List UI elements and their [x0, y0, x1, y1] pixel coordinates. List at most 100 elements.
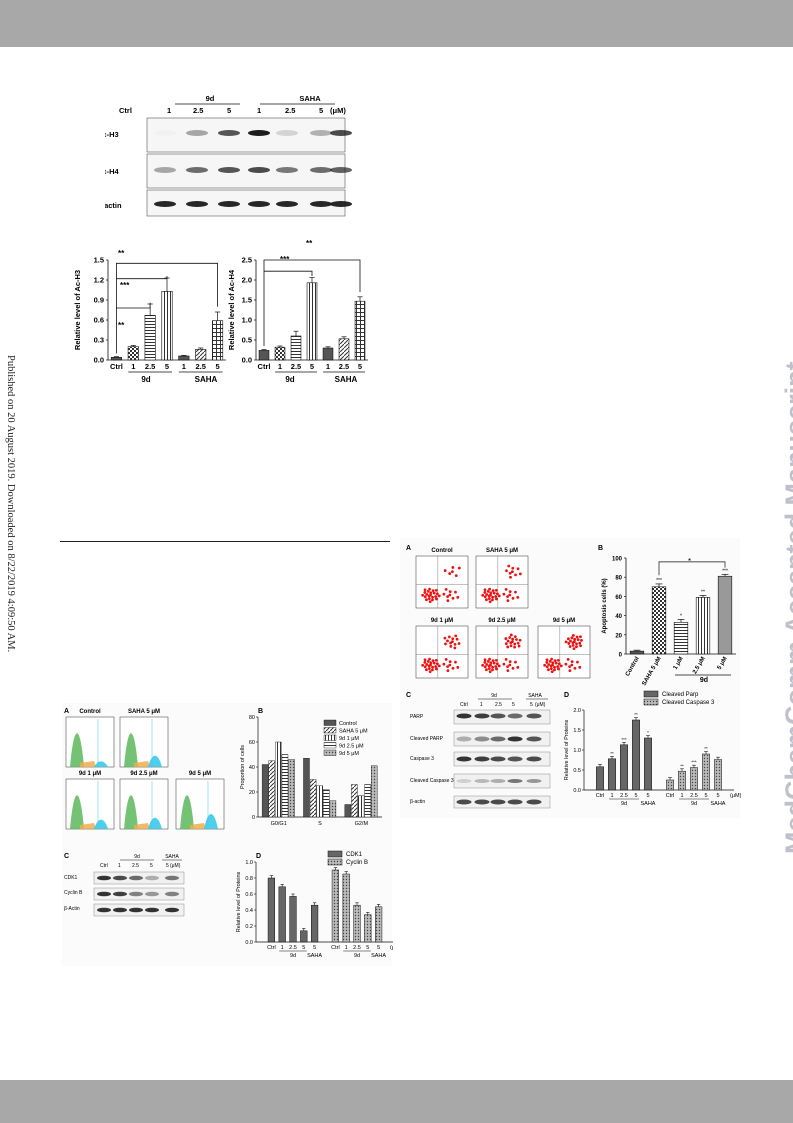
y-tick-label: 2.5	[242, 256, 252, 265]
blot-row-label: Cleaved Caspase 3	[410, 778, 454, 784]
blot-band	[474, 779, 490, 783]
s-phase	[80, 761, 96, 767]
y-tick-label: 40	[249, 765, 255, 771]
event-dot	[431, 668, 434, 672]
event-dot	[437, 594, 441, 598]
event-dot	[506, 639, 510, 643]
s-phase	[80, 823, 96, 829]
event-dot	[576, 660, 579, 664]
blot-band	[490, 756, 506, 762]
blot-band	[526, 713, 542, 719]
x-tick-label: 1	[278, 362, 282, 371]
y-axis-label: Relative level of Ac-H3	[73, 270, 82, 350]
event-dot	[504, 642, 508, 646]
section-rule	[60, 541, 390, 542]
event-dot	[516, 665, 520, 669]
event-dot	[435, 667, 438, 671]
event-dot	[485, 668, 488, 672]
y-axis-label: Relative level of Proteins	[236, 871, 242, 932]
bar	[717, 575, 733, 655]
event-dot	[545, 658, 549, 662]
x-tick-label: 5	[165, 362, 169, 371]
blot-band	[154, 130, 176, 136]
sig-bracket	[263, 259, 361, 346]
bar	[364, 914, 372, 943]
bar	[629, 650, 645, 655]
group-label: SAHA	[711, 801, 726, 807]
flow-panel-title: 9d 2.5 μM	[130, 771, 157, 777]
panel-label: D	[256, 853, 261, 860]
g1-peak	[70, 795, 84, 829]
y-axis-label: Proportion of cells	[240, 745, 246, 789]
sig-label: ***	[691, 760, 697, 765]
event-dot	[454, 634, 458, 638]
legend-swatch	[323, 749, 337, 756]
blot-row-label: β-Actin	[64, 906, 80, 912]
event-dot	[516, 641, 520, 645]
s-phase	[134, 761, 150, 767]
blot-row-label: β-actin	[410, 799, 425, 805]
event-dot	[568, 669, 572, 673]
event-dot	[434, 595, 438, 598]
panel-label: C	[406, 692, 411, 699]
event-dot	[492, 591, 496, 595]
event-dot	[506, 595, 509, 599]
bar	[344, 804, 352, 818]
blot-band	[97, 891, 111, 897]
event-dot	[431, 659, 435, 663]
event-dot	[428, 587, 431, 591]
event-dot	[483, 595, 487, 599]
event-dot	[551, 661, 555, 665]
g2m-peak	[94, 761, 108, 767]
event-dot	[435, 592, 439, 596]
y-tick-label: 0.5	[242, 336, 252, 345]
flow-plot-frame	[537, 625, 591, 679]
y-tick-label: 1.5	[573, 728, 581, 734]
lane-label: 5	[166, 863, 169, 869]
lane-label: 5	[227, 106, 231, 115]
flow-panel-title: SAHA 5 μM	[486, 548, 518, 554]
bar	[212, 320, 224, 361]
blot-band	[154, 201, 176, 207]
x-tick-label: 1	[345, 945, 348, 951]
event-dot	[456, 665, 460, 669]
bar	[261, 764, 269, 818]
figure-apoptosis-blot: C 9d SAHA Ctrl 1 2.5 5 5 (μM) PARP Cleav…	[406, 692, 551, 809]
x-tick-label: 2.5	[690, 793, 698, 799]
lane-label: 5	[319, 106, 323, 115]
legend-label: 9d 1 μM	[339, 736, 359, 742]
blot-band	[218, 201, 240, 207]
event-dot	[553, 659, 557, 663]
y-tick-label: 0.4	[245, 908, 253, 914]
event-dot	[511, 570, 514, 573]
y-axis-label: Apoptosis cells (%)	[602, 578, 608, 633]
event-dot	[550, 670, 554, 674]
y-tick-label: 0.6	[94, 316, 104, 325]
x-tick-label: Ctrl	[110, 362, 123, 371]
lane-label: Ctrl	[100, 863, 108, 869]
legend-label: SAHA 5 μM	[339, 729, 368, 735]
blot-strip	[453, 773, 551, 789]
blot-band	[490, 736, 506, 742]
event-dot	[492, 661, 496, 665]
event-dot	[434, 665, 438, 668]
event-dot	[516, 595, 520, 599]
event-dot	[557, 662, 561, 666]
bar	[608, 758, 616, 791]
event-dot	[444, 642, 447, 646]
y-tick-label: 100	[612, 557, 623, 563]
group-label-9d: 9d	[134, 854, 140, 860]
event-dot	[432, 661, 436, 665]
event-dot	[446, 595, 449, 599]
bar	[316, 785, 323, 818]
flow-plot-frame	[475, 625, 529, 679]
event-dot	[491, 668, 494, 672]
blot-band	[526, 756, 542, 762]
event-dot	[572, 647, 576, 651]
legend-swatch	[323, 734, 337, 741]
blot-band	[330, 167, 352, 173]
event-dot	[571, 641, 575, 645]
bar	[644, 737, 652, 791]
unit-label: (μM)	[535, 702, 546, 708]
event-dot	[428, 600, 432, 604]
